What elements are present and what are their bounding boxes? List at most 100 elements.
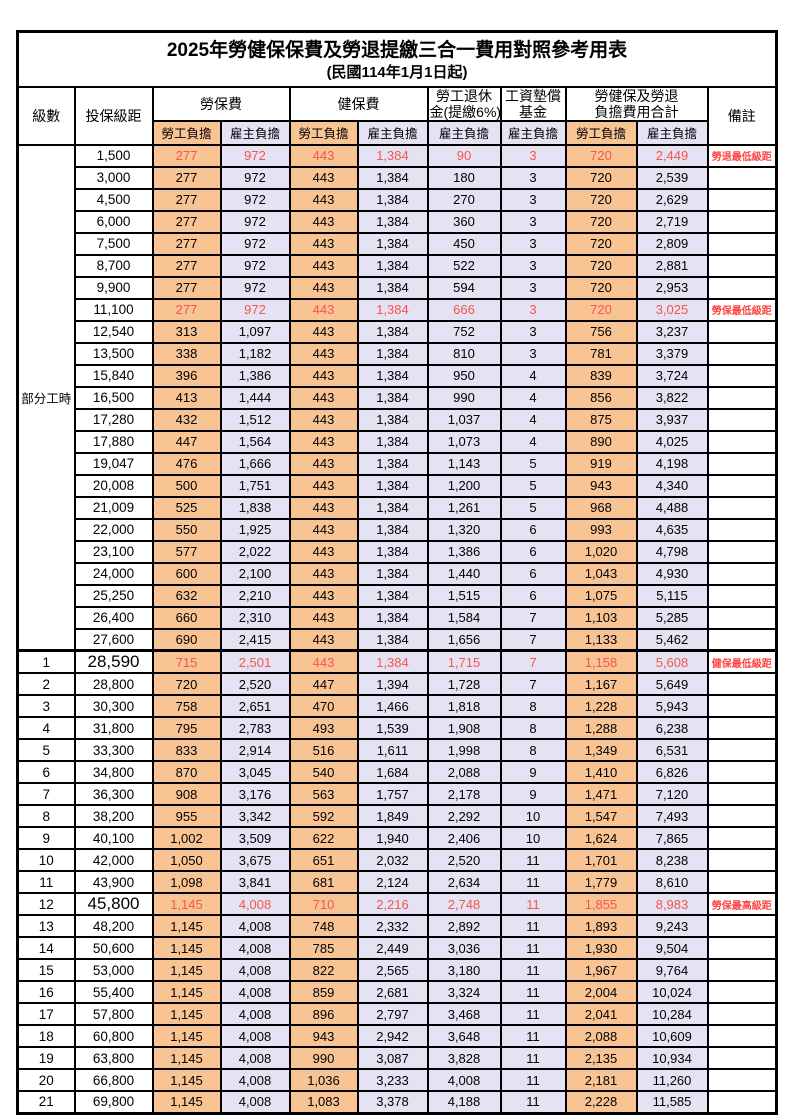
total-header-line1: 勞健保及勞退 [594, 87, 679, 104]
total-employee-cell: 1,967 [564, 958, 638, 983]
total-employer-cell: 6,238 [635, 716, 709, 741]
total-employee-cell: 1,779 [564, 870, 638, 895]
pension-employer-cell: 1,584 [426, 605, 502, 630]
total-employer-cell: 4,488 [635, 495, 709, 520]
note-cell [706, 165, 778, 190]
wage-fund-employer-cell: 11 [499, 980, 567, 1005]
bracket-cell: 4,500 [73, 187, 154, 212]
bracket-cell: 1,500 [73, 143, 154, 168]
labor-employer-cell: 4,008 [219, 1046, 291, 1071]
health-employer-cell: 1,384 [356, 605, 429, 630]
labor-employer-cell: 1,666 [219, 451, 291, 476]
wage-fund-employer-cell: 3 [499, 231, 567, 256]
pension-employer-cell: 4,188 [426, 1090, 502, 1115]
note-cell: 勞退最低級距 [706, 143, 778, 168]
labor-employer-cell: 2,210 [219, 583, 291, 608]
note-cell [706, 848, 778, 873]
health-employee-cell: 785 [288, 936, 359, 961]
table-row: 27,600 690 2,415 443 1,384 1,656 7 1,133 5,462 [18, 627, 778, 652]
health-employee-cell: 990 [288, 1046, 359, 1071]
pension-employer-cell: 1,656 [426, 627, 502, 652]
wage-fund-employer-cell: 3 [499, 319, 567, 344]
total-employee-cell: 1,930 [564, 936, 638, 961]
table-row: 17,280 432 1,512 443 1,384 1,037 4 875 3,937 [18, 407, 778, 432]
wage-fund-employer-cell: 11 [499, 1068, 567, 1093]
total-employee-cell: 720 [564, 209, 638, 234]
table-row: 1 28,590 715 2,501 443 1,384 1,715 7 1,158 5,608 健… [16, 649, 778, 675]
labor-employee-cell: 432 [151, 407, 222, 432]
bracket-cell: 28,800 [73, 672, 154, 697]
note-cell [706, 473, 778, 498]
pension-employer-cell: 1,908 [426, 716, 502, 741]
health-employee-cell: 443 [288, 231, 359, 256]
total-employer-cell: 5,943 [635, 694, 709, 719]
health-employer-cell: 2,681 [356, 980, 429, 1005]
pension-employer-cell: 752 [426, 319, 502, 344]
health-employer-cell: 2,942 [356, 1024, 429, 1049]
total-employee-cell: 856 [564, 385, 638, 410]
health-employer-cell: 1,384 [356, 143, 429, 168]
total-employee-cell: 1,043 [564, 561, 638, 586]
table-title-cell: 2025年勞健保保費及勞退提繳三合一費用對照參考用表 (民國114年1月1日起) [16, 30, 778, 88]
note-cell [706, 1068, 778, 1093]
total-employer-cell: 5,285 [635, 605, 709, 630]
health-employee-cell: 443 [288, 165, 359, 190]
labor-employer-cell: 4,008 [219, 1024, 291, 1049]
note-cell [706, 672, 778, 697]
total-employee-share-header: 勞工負擔 [564, 119, 638, 146]
health-employer-cell: 1,466 [356, 694, 429, 719]
pension-employer-cell: 2,634 [426, 870, 502, 895]
col-header-wage-fund: 工資墊償 基金 [499, 85, 567, 122]
bracket-cell: 45,800 [73, 892, 154, 917]
health-employee-cell: 443 [288, 561, 359, 586]
total-employer-cell: 5,462 [635, 627, 709, 652]
labor-employee-cell: 277 [151, 253, 222, 278]
labor-employer-cell: 4,008 [219, 1090, 291, 1115]
table-row: 12,540 313 1,097 443 1,384 752 3 756 3,237 [18, 319, 778, 344]
pension-employer-cell: 1,200 [426, 473, 502, 498]
total-employee-cell: 720 [564, 253, 638, 278]
health-employer-cell: 1,384 [356, 429, 429, 454]
total-employer-cell: 3,237 [635, 319, 709, 344]
total-employee-cell: 993 [564, 517, 638, 542]
labor-employee-cell: 1,145 [151, 1024, 222, 1049]
total-employer-cell: 7,120 [635, 782, 709, 807]
wage-fund-employer-cell: 11 [499, 848, 567, 873]
wage-fund-employer-cell: 4 [499, 407, 567, 432]
labor-employee-cell: 1,145 [151, 892, 222, 917]
bracket-cell: 53,000 [73, 958, 154, 983]
health-employee-cell: 443 [288, 605, 359, 630]
bracket-cell: 66,800 [73, 1068, 154, 1093]
labor-employee-cell: 550 [151, 517, 222, 542]
pension-employer-cell: 3,180 [426, 958, 502, 983]
wage-fund-employer-share-header: 雇主負擔 [499, 119, 567, 146]
health-employee-cell: 859 [288, 980, 359, 1005]
total-employer-cell: 2,719 [635, 209, 709, 234]
labor-employee-cell: 413 [151, 385, 222, 410]
level-cell: 17 [16, 1002, 76, 1027]
pension-employer-cell: 1,037 [426, 407, 502, 432]
health-employee-cell: 651 [288, 848, 359, 873]
level-cell: 8 [16, 804, 76, 829]
pension-employer-cell: 450 [426, 231, 502, 256]
labor-employer-cell: 1,182 [219, 341, 291, 366]
table-row: 17 57,800 1,145 4,008 896 2,797 3,468 11 2,041 10… [16, 1002, 778, 1027]
total-employee-cell: 1,624 [564, 826, 638, 851]
note-cell: 勞保最高級距 [706, 892, 778, 917]
health-employee-cell: 896 [288, 1002, 359, 1027]
premium-table: 2025年勞健保保費及勞退提繳三合一費用對照參考用表 (民國114年1月1日起)… [16, 30, 779, 1115]
note-cell [706, 936, 778, 961]
bracket-cell: 21,009 [73, 495, 154, 520]
wage-fund-employer-cell: 11 [499, 870, 567, 895]
health-employer-cell: 1,384 [356, 473, 429, 498]
note-cell [706, 1024, 778, 1049]
pension-employer-cell: 270 [426, 187, 502, 212]
table-row: 16 55,400 1,145 4,008 859 2,681 3,324 11 2,004 10… [16, 980, 778, 1005]
total-employer-cell: 4,198 [635, 451, 709, 476]
labor-employee-cell: 525 [151, 495, 222, 520]
labor-employee-cell: 908 [151, 782, 222, 807]
total-employee-cell: 2,228 [564, 1090, 638, 1115]
note-cell [706, 275, 778, 300]
health-employee-cell: 710 [288, 892, 359, 917]
health-employer-cell: 1,384 [356, 451, 429, 476]
